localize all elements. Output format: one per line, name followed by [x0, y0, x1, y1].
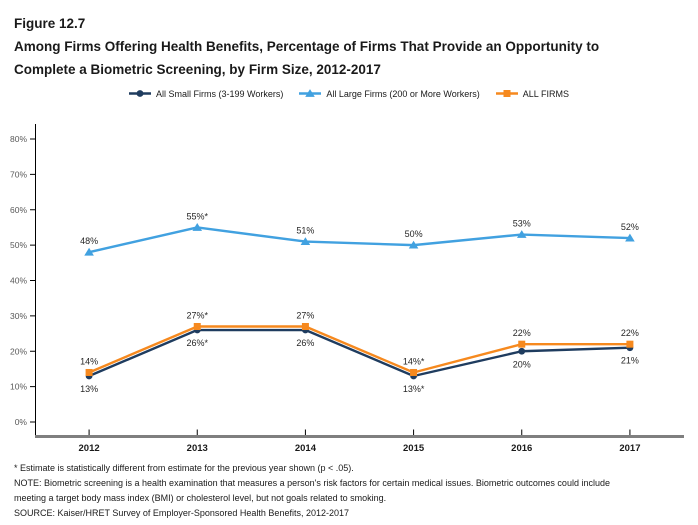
data-point-label: 14% [80, 356, 98, 366]
legend-item-1: All Large Firms (200 or More Workers) [299, 88, 480, 99]
x-axis-year-label: 2017 [619, 443, 640, 454]
data-point-marker [193, 322, 201, 330]
data-point-label: 27%* [186, 310, 208, 320]
x-axis-year-label: 2014 [295, 443, 317, 454]
figure-title-line2: Complete a Biometric Screening, by Firm … [14, 62, 381, 77]
legend-item-label: ALL FIRMS [522, 88, 569, 99]
legend-item-2: ALL FIRMS [495, 88, 569, 99]
data-point-label: 51% [296, 226, 314, 236]
data-point-label: 14%* [403, 356, 425, 366]
footnote-significance: * Estimate is statistically different fr… [14, 463, 354, 473]
data-point-label: 50% [405, 229, 423, 239]
data-point-label: 21% [621, 356, 639, 366]
x-axis-year-label: 2015 [403, 443, 425, 454]
data-point-marker [84, 247, 94, 256]
legend-item-0: All Small Firms (3-199 Workers) [129, 88, 283, 99]
footnote-note-line1: NOTE: Biometric screening is a health ex… [14, 478, 610, 488]
data-point-label: 55%* [186, 211, 208, 221]
data-point-marker [408, 240, 419, 249]
data-point-marker [625, 233, 635, 242]
x-axis-year-label: 2012 [79, 443, 100, 454]
data-point-marker [300, 237, 311, 245]
square-marker-icon [495, 90, 518, 97]
y-axis-tick-label: 70% [10, 169, 27, 179]
y-axis-tick-label: 20% [10, 346, 27, 356]
footnotes: * Estimate is statistically different fr… [14, 461, 686, 521]
data-point-label: 53% [513, 219, 531, 229]
data-point-marker [626, 340, 634, 348]
data-point-marker [410, 368, 418, 376]
circle-marker-icon [129, 90, 152, 97]
y-axis-tick-label: 80% [10, 134, 27, 144]
data-point-label: 48% [80, 236, 98, 246]
title-block: Figure 12.7 Among Firms Offering Health … [14, 12, 674, 81]
data-point-label: 13% [80, 384, 98, 394]
y-axis-tick-label: 60% [10, 205, 27, 215]
data-point-label: 22% [621, 328, 639, 338]
footnote-source: SOURCE: Kaiser/HRET Survey of Employer-S… [14, 508, 349, 518]
data-point-label: 26%* [186, 338, 208, 348]
data-point-label: 52% [621, 222, 639, 232]
series-line-2 [88, 325, 630, 374]
legend-item-label: All Large Firms (200 or More Workers) [326, 88, 480, 99]
data-point-label: 22% [513, 328, 531, 338]
data-point-marker [301, 322, 309, 330]
data-point-marker [516, 230, 527, 238]
footnote-note-line2: meeting a target body mass index (BMI) o… [14, 493, 387, 503]
series-line-1 [88, 226, 630, 254]
y-axis-tick-label: 30% [10, 311, 27, 321]
series-line-0 [88, 328, 630, 378]
data-point-label: 13%* [403, 384, 425, 394]
figure-title-line1: Among Firms Offering Health Benefits, Pe… [14, 39, 600, 54]
data-point-label: 27% [296, 310, 314, 320]
data-point-marker [518, 347, 526, 355]
data-point-marker [192, 223, 203, 231]
data-point-label: 20% [513, 359, 531, 369]
y-axis-tick-label: 10% [10, 382, 27, 392]
triangle-marker-icon [299, 89, 322, 97]
chart-legend: All Small Firms (3-199 Workers) All Large… [0, 88, 698, 99]
y-axis-tick-label: 40% [10, 276, 27, 286]
x-axis-year-label: 2013 [187, 443, 208, 454]
y-axis-tick-label: 50% [10, 240, 27, 250]
data-point-marker [518, 340, 526, 348]
data-point-marker [85, 368, 93, 376]
data-point-label: 26% [296, 338, 314, 348]
y-axis-tick-label: 0% [15, 417, 28, 427]
x-axis-year-label: 2016 [511, 443, 532, 454]
legend-item-label: All Small Firms (3-199 Workers) [156, 88, 284, 99]
figure-number: Figure 12.7 [14, 16, 86, 31]
